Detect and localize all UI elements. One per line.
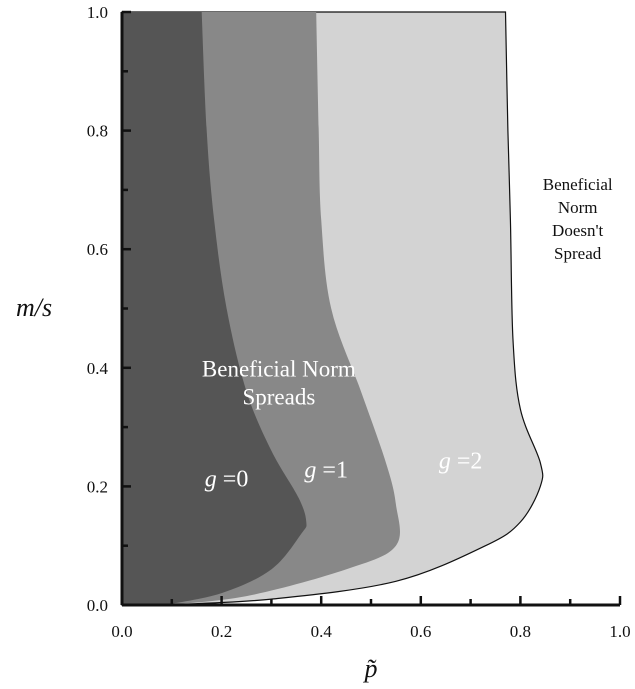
annotation-doesnt-spread-line-3: Spread — [554, 244, 602, 263]
annotation-doesnt-spread-line-1: Norm — [558, 198, 598, 217]
y-axis-label: m/s — [16, 293, 52, 322]
x-tick-label: 1.0 — [609, 622, 630, 641]
region-label-g1: g =1 — [304, 458, 348, 484]
x-tick-label: 0.4 — [311, 622, 333, 641]
x-axis-label: p̃ — [363, 654, 378, 683]
y-tick-label: 0.2 — [87, 477, 108, 496]
y-tick-label: 1.0 — [87, 3, 108, 22]
annotation-spreads-line-1: Spreads — [242, 385, 315, 410]
annotation-doesnt-spread-line-0: Beneficial — [543, 175, 613, 194]
x-tick-label: 0.8 — [510, 622, 531, 641]
region-label-g2: g =2 — [439, 449, 483, 475]
annotation-spreads-line-0: Beneficial Norm — [202, 357, 356, 382]
plot-area: 0.0 0.2 0.4 0.6 0.8 1.0 0.0 0.2 0.4 0.6 0.8 1.0 m/s p… — [16, 3, 631, 683]
y-tick-label: 0.6 — [87, 240, 108, 259]
region-label-g0: g =0 — [205, 466, 249, 492]
x-tick-label: 0.2 — [211, 622, 232, 641]
annotation-doesnt-spread-line-2: Doesn't — [552, 221, 604, 240]
region-g0 — [122, 12, 307, 605]
y-tick-label: 0.4 — [87, 359, 109, 378]
x-tick-label: 0.0 — [111, 622, 132, 641]
y-tick-label: 0.8 — [87, 122, 108, 141]
x-tick-label: 0.6 — [410, 622, 431, 641]
y-tick-label: 0.0 — [87, 596, 108, 615]
